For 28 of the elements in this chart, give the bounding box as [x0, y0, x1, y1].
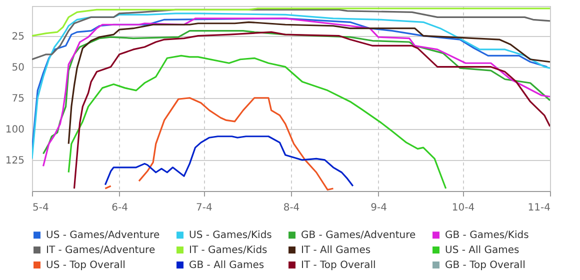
x-tick-label: 10-4 — [452, 202, 475, 214]
x-tick-label: 9-4 — [370, 202, 387, 214]
legend-label: GB - Top Overall — [445, 260, 526, 271]
x-tick-label: 11-4 — [528, 202, 550, 214]
legend-label: IT - Games/Adventure — [46, 245, 156, 256]
legend-label: US - Top Overall — [46, 260, 126, 271]
legend-label: US - All Games — [445, 245, 520, 256]
legend-label: US - Games/Adventure — [46, 230, 160, 242]
legend-label: IT - Games/Kids — [189, 245, 268, 256]
legend-label: IT - All Games — [301, 245, 371, 256]
line-series — [104, 136, 354, 187]
legend-label: IT - Top Overall — [301, 260, 376, 271]
legend-label: GB - Games/Adventure — [301, 230, 416, 242]
y-tick-label: 125 — [5, 155, 24, 166]
y-tick-label: 75 — [12, 93, 24, 104]
y-tick-label: 100 — [5, 124, 24, 136]
line-series — [68, 54, 447, 190]
line-series — [73, 31, 550, 190]
x-tick-label: 7-4 — [196, 202, 212, 214]
line-series — [32, 8, 550, 37]
x-tick-label: 8-4 — [283, 202, 300, 214]
legend-label: GB - Games/Kids — [445, 230, 529, 242]
legend-label: GB - All Games — [189, 260, 264, 271]
legend-label: US - Games/Kids — [189, 230, 272, 242]
x-tick-label: 5-4 — [32, 202, 49, 214]
y-tick-label: 50 — [12, 62, 24, 74]
y-tick-label: 25 — [12, 31, 24, 42]
x-tick-label: 6-4 — [112, 202, 128, 214]
